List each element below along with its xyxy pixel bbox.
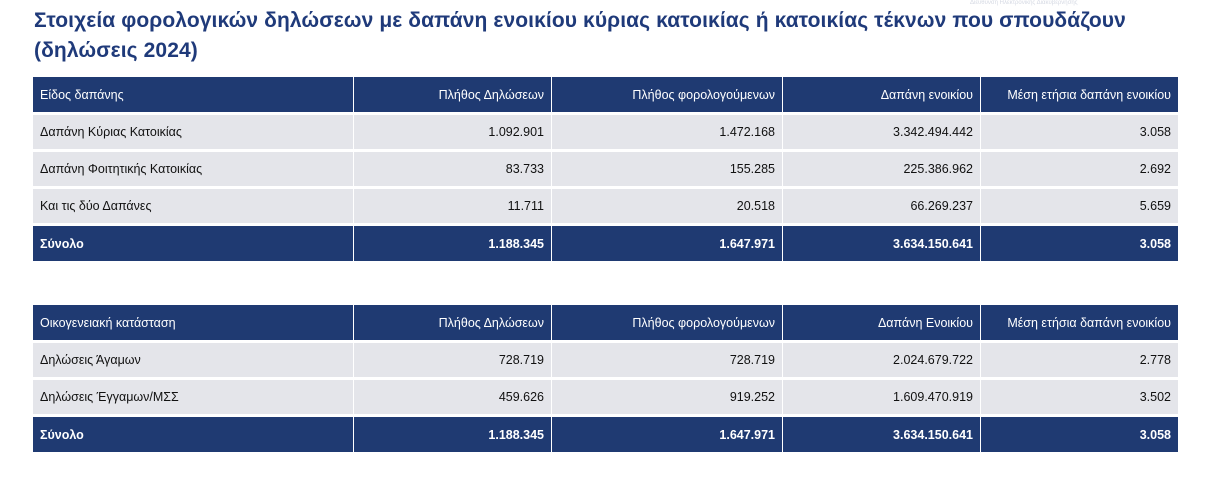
cell-taxpayers-count: 728.719: [552, 343, 783, 380]
total-returns-count: 1.188.345: [354, 417, 552, 452]
row-label: Δηλώσεις Έγγαμων/ΜΣΣ: [33, 380, 354, 417]
col-header-rent-expense: Δαπάνη Ενοικίου: [783, 305, 981, 343]
row-label: Και τις δύο Δαπάνες: [33, 189, 354, 226]
cell-rent-expense: 3.342.494.442: [783, 115, 981, 152]
col-header-rent-expense: Δαπάνη ενοικίου: [783, 77, 981, 115]
row-label: Δαπάνη Κύριας Κατοικίας: [33, 115, 354, 152]
marital-status-table: Οικογενειακή κατάσταση Πλήθος Δηλώσεων Π…: [33, 305, 1178, 452]
cell-avg-annual-rent: 2.692: [981, 152, 1178, 189]
cell-avg-annual-rent: 2.778: [981, 343, 1178, 380]
cell-avg-annual-rent: 3.058: [981, 115, 1178, 152]
total-label: Σύνολο: [33, 226, 354, 261]
col-header-taxpayers-count: Πλήθος φορολογούμενων: [552, 305, 783, 343]
cell-returns-count: 83.733: [354, 152, 552, 189]
table-row: Δηλώσεις Άγαμων 728.719 728.719 2.024.67…: [33, 343, 1178, 380]
watermark-text: Διεύθυνση Ηλεκτρονικής Διακυβέρνησης: [970, 0, 1078, 6]
cell-rent-expense: 2.024.679.722: [783, 343, 981, 380]
row-label: Δαπάνη Φοιτητικής Κατοικίας: [33, 152, 354, 189]
expense-type-table: Είδος δαπάνης Πλήθος Δηλώσεων Πλήθος φορ…: [33, 77, 1178, 261]
cell-avg-annual-rent: 3.502: [981, 380, 1178, 417]
row-label: Δηλώσεις Άγαμων: [33, 343, 354, 380]
total-avg-annual-rent: 3.058: [981, 226, 1178, 261]
col-header-returns-count: Πλήθος Δηλώσεων: [354, 305, 552, 343]
col-header-expense-type: Είδος δαπάνης: [33, 77, 354, 115]
total-returns-count: 1.188.345: [354, 226, 552, 261]
table-header-row: Οικογενειακή κατάσταση Πλήθος Δηλώσεων Π…: [33, 305, 1178, 343]
total-row: Σύνολο 1.188.345 1.647.971 3.634.150.641…: [33, 226, 1178, 261]
cell-returns-count: 1.092.901: [354, 115, 552, 152]
cell-rent-expense: 225.386.962: [783, 152, 981, 189]
total-rent-expense: 3.634.150.641: [783, 417, 981, 452]
total-label: Σύνολο: [33, 417, 354, 452]
cell-avg-annual-rent: 5.659: [981, 189, 1178, 226]
col-header-returns-count: Πλήθος Δηλώσεων: [354, 77, 552, 115]
total-taxpayers-count: 1.647.971: [552, 226, 783, 261]
cell-rent-expense: 1.609.470.919: [783, 380, 981, 417]
col-header-marital-status: Οικογενειακή κατάσταση: [33, 305, 354, 343]
col-header-avg-annual-rent: Μέση ετήσια δαπάνη ενοικίου: [981, 305, 1178, 343]
total-row: Σύνολο 1.188.345 1.647.971 3.634.150.641…: [33, 417, 1178, 452]
table-row: Και τις δύο Δαπάνες 11.711 20.518 66.269…: [33, 189, 1178, 226]
cell-taxpayers-count: 919.252: [552, 380, 783, 417]
table-row: Δηλώσεις Έγγαμων/ΜΣΣ 459.626 919.252 1.6…: [33, 380, 1178, 417]
cell-taxpayers-count: 155.285: [552, 152, 783, 189]
table-row: Δαπάνη Φοιτητικής Κατοικίας 83.733 155.2…: [33, 152, 1178, 189]
cell-taxpayers-count: 20.518: [552, 189, 783, 226]
page-title: Στοιχεία φορολογικών δηλώσεων με δαπάνη …: [34, 9, 1126, 62]
col-header-taxpayers-count: Πλήθος φορολογούμενων: [552, 77, 783, 115]
cell-rent-expense: 66.269.237: [783, 189, 981, 226]
cell-returns-count: 11.711: [354, 189, 552, 226]
cell-taxpayers-count: 1.472.168: [552, 115, 783, 152]
col-header-avg-annual-rent: Μέση ετήσια δαπάνη ενοικίου: [981, 77, 1178, 115]
total-avg-annual-rent: 3.058: [981, 417, 1178, 452]
total-taxpayers-count: 1.647.971: [552, 417, 783, 452]
table-header-row: Είδος δαπάνης Πλήθος Δηλώσεων Πλήθος φορ…: [33, 77, 1178, 115]
cell-returns-count: 459.626: [354, 380, 552, 417]
total-rent-expense: 3.634.150.641: [783, 226, 981, 261]
cell-returns-count: 728.719: [354, 343, 552, 380]
table-row: Δαπάνη Κύριας Κατοικίας 1.092.901 1.472.…: [33, 115, 1178, 152]
